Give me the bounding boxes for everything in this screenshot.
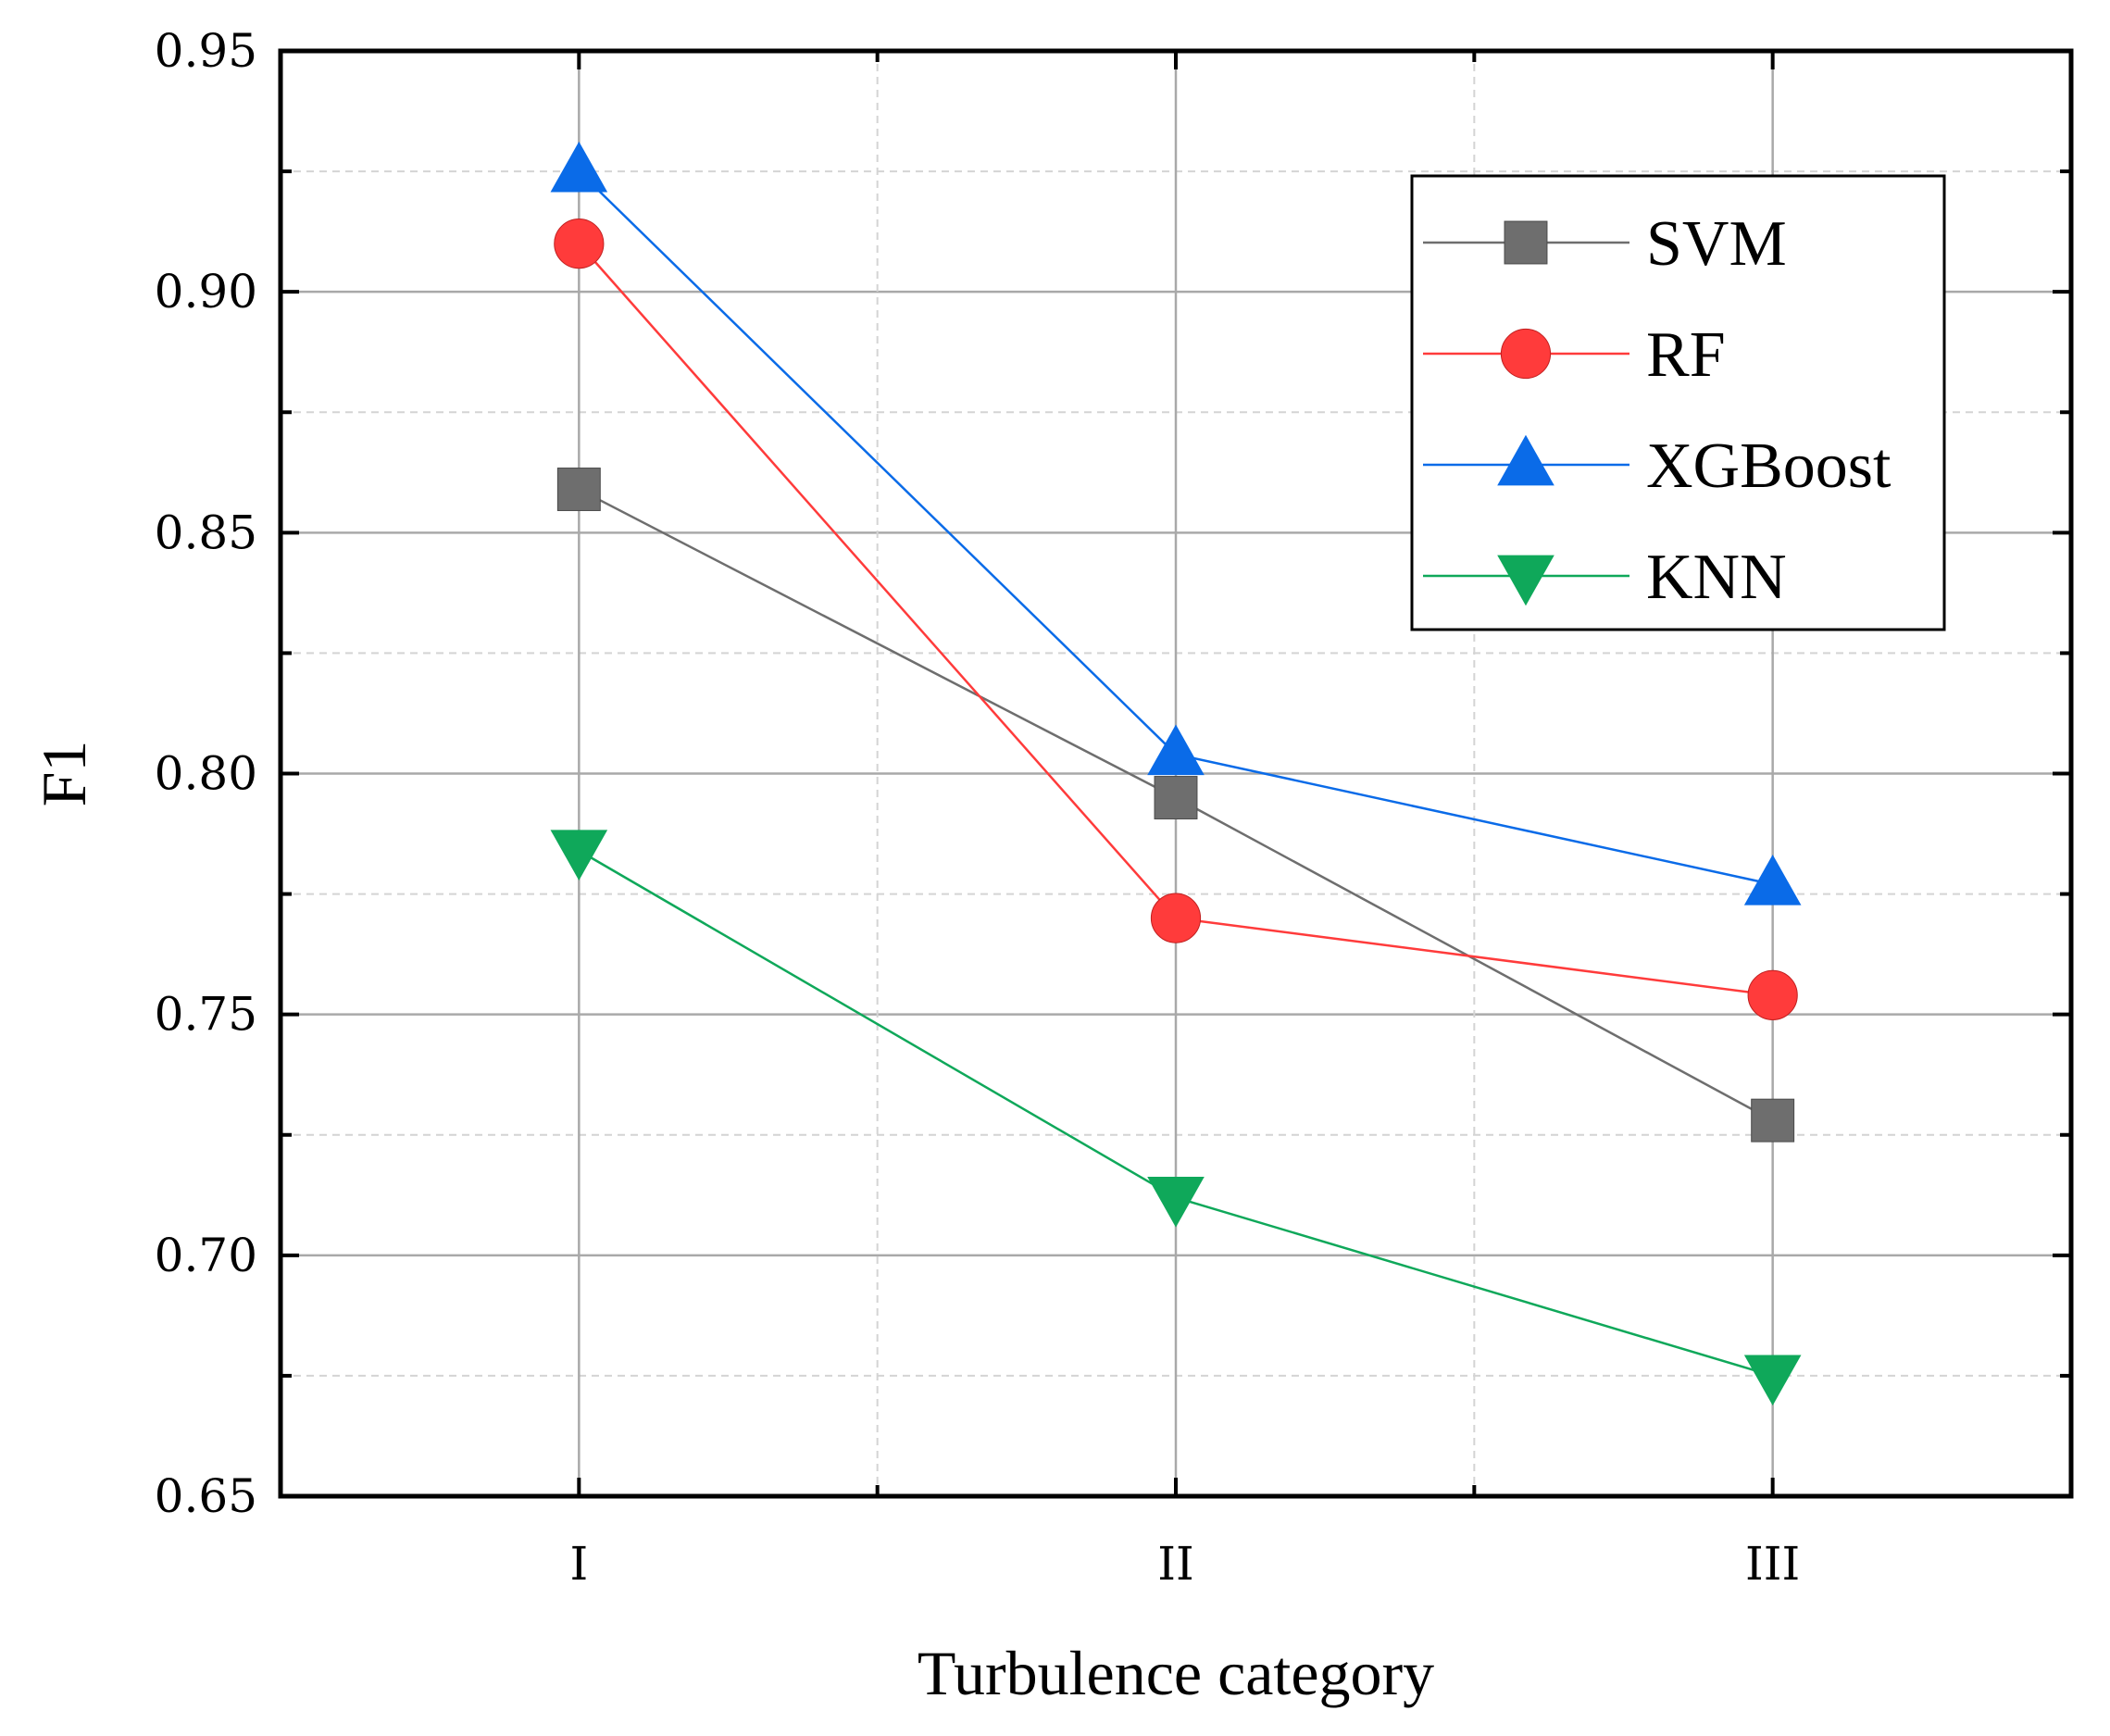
y-tick-label: 0.90 bbox=[155, 265, 257, 318]
x-tick-label: I bbox=[569, 1537, 588, 1591]
data-point-xgboost bbox=[550, 141, 608, 193]
legend-marker-knn bbox=[1497, 555, 1554, 606]
data-point-knn bbox=[1743, 1355, 1802, 1406]
x-axis-title: Turbulence category bbox=[918, 1638, 1434, 1708]
y-tick-label: 0.75 bbox=[155, 988, 257, 1042]
y-tick-label: 0.95 bbox=[155, 24, 257, 78]
legend-marker-rf bbox=[1500, 328, 1552, 380]
data-point-svm bbox=[1154, 776, 1198, 819]
y-tick-label: 0.85 bbox=[155, 506, 257, 559]
data-point-svm bbox=[1751, 1098, 1795, 1143]
legend-label-rf: RF bbox=[1646, 319, 1726, 391]
data-point-knn bbox=[550, 830, 608, 880]
data-point-knn bbox=[1147, 1176, 1205, 1228]
y-axis-title: F1 bbox=[29, 741, 99, 807]
data-point-svm bbox=[556, 468, 601, 511]
data-point-rf bbox=[554, 219, 605, 269]
y-tick-label: 0.70 bbox=[155, 1229, 257, 1282]
legend-marker-xgboost bbox=[1497, 434, 1554, 486]
axis-ticks bbox=[281, 49, 2071, 1498]
legend-marker-svm bbox=[1504, 220, 1548, 265]
y-tick-label: 0.65 bbox=[155, 1469, 257, 1523]
series-group bbox=[550, 141, 1802, 1406]
legend: SVM RF XGBoost KNN bbox=[1410, 174, 1946, 631]
data-point-rf bbox=[1747, 969, 1798, 1020]
data-point-xgboost bbox=[1147, 724, 1205, 776]
data-point-rf bbox=[1150, 893, 1202, 943]
tick-labels: 0.650.700.750.800.850.900.95I II III bbox=[155, 24, 1801, 1591]
legend-box bbox=[1410, 174, 1946, 631]
x-tick-label: III bbox=[1745, 1537, 1800, 1591]
legend-label-knn: KNN bbox=[1646, 542, 1787, 613]
legend-label-svm: SVM bbox=[1646, 208, 1787, 280]
data-point-xgboost bbox=[1743, 854, 1802, 905]
x-tick-label: II bbox=[1157, 1537, 1194, 1591]
y-tick-label: 0.80 bbox=[155, 747, 257, 801]
legend-label-xgboost: XGBoost bbox=[1646, 431, 1892, 502]
